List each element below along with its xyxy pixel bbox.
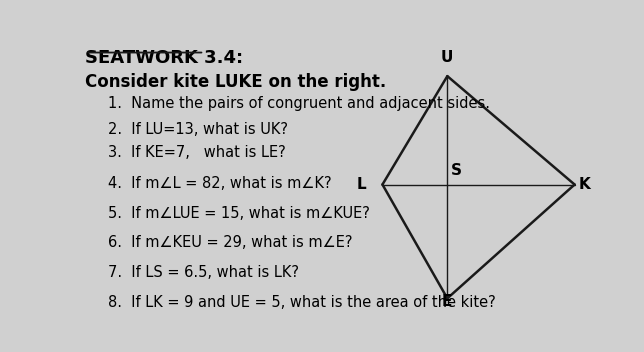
- Text: 2.  If LU=13, what is UK?: 2. If LU=13, what is UK?: [108, 122, 288, 137]
- Text: 4.  If m∠L = 82, what is m∠K?: 4. If m∠L = 82, what is m∠K?: [108, 176, 332, 191]
- Text: K: K: [578, 177, 591, 192]
- Text: L: L: [356, 177, 366, 192]
- Text: 5.  If m∠LUE = 15, what is m∠KUE?: 5. If m∠LUE = 15, what is m∠KUE?: [108, 206, 370, 221]
- Text: U: U: [440, 50, 453, 65]
- Text: 1.  Name the pairs of congruent and adjacent sides.: 1. Name the pairs of congruent and adjac…: [108, 96, 490, 112]
- Text: 6.  If m∠KEU = 29, what is m∠E?: 6. If m∠KEU = 29, what is m∠E?: [108, 235, 352, 250]
- Text: E: E: [441, 294, 451, 309]
- Text: Consider kite LUKE on the right.: Consider kite LUKE on the right.: [86, 73, 387, 90]
- Text: SEATWORK 3.4:: SEATWORK 3.4:: [86, 49, 243, 67]
- Text: S: S: [451, 163, 462, 178]
- Text: 8.  If LK = 9 and UE = 5, what is the area of the kite?: 8. If LK = 9 and UE = 5, what is the are…: [108, 295, 496, 310]
- Text: 7.  If LS = 6.5, what is LK?: 7. If LS = 6.5, what is LK?: [108, 265, 299, 280]
- Text: 3.  If KE=7,   what is LE?: 3. If KE=7, what is LE?: [108, 145, 286, 160]
